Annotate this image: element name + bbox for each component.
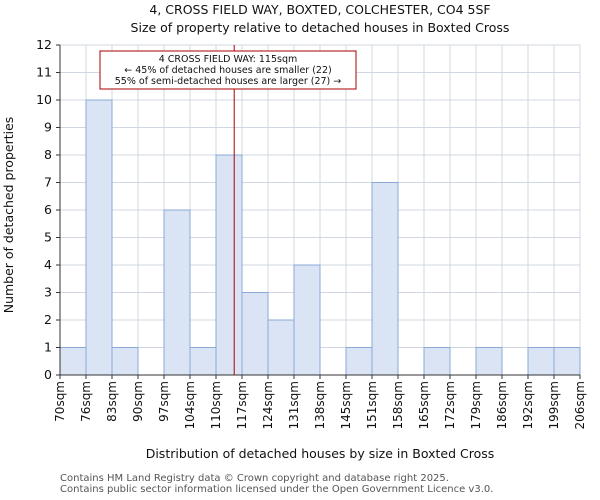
y-tick-label: 11 (36, 65, 52, 80)
bar (423, 347, 451, 376)
x-tick-label: 76sqm (79, 381, 93, 422)
y-tick-label: 12 (36, 37, 52, 52)
axes (56, 44, 580, 376)
bar (553, 347, 581, 376)
x-tick-label: 97sqm (157, 381, 171, 422)
x-tick-label: 179sqm (469, 381, 483, 429)
x-tick-label: 90sqm (131, 381, 145, 422)
x-tick-label: 131sqm (287, 381, 301, 429)
annotation-box (99, 50, 357, 90)
footer-line-1: Contains HM Land Registry data © Crown c… (60, 473, 449, 484)
bar (527, 347, 555, 376)
bar (371, 182, 399, 376)
y-tick-label: 5 (44, 230, 52, 245)
bar (345, 347, 373, 376)
x-tick-label: 186sqm (495, 381, 509, 429)
footer-line-2: Contains public sector information licen… (60, 484, 494, 495)
x-tick-label: 83sqm (105, 381, 119, 422)
x-tick-label: 165sqm (417, 381, 431, 429)
y-tick-label: 7 (44, 175, 52, 190)
y-tick-label: 0 (44, 367, 52, 382)
y-tick-label: 6 (44, 202, 52, 217)
annotation: 4 CROSS FIELD WAY: 115sqm ← 45% of detac… (99, 50, 357, 90)
x-tick-label: 117sqm (235, 381, 249, 429)
y-tick-label: 1 (44, 340, 52, 355)
x-tick-label: 145sqm (339, 381, 353, 429)
chart-subtitle: Size of property relative to detached ho… (131, 20, 510, 35)
x-tick-label: 199sqm (547, 381, 561, 429)
y-tick-label: 10 (36, 92, 52, 107)
bar (267, 319, 295, 376)
bar (215, 154, 243, 376)
bar (163, 209, 191, 376)
x-tick-label: 110sqm (209, 381, 223, 429)
y-tick-label: 4 (44, 257, 52, 272)
x-tick-label: 158sqm (391, 381, 405, 429)
annotation-line1: 4 CROSS FIELD WAY: 115sqm (159, 54, 298, 65)
bar (59, 347, 87, 376)
x-ticks: 70sqm 76sqm 83sqm 90sqm 97sqm 104sqm 110sqm 117… (53, 375, 587, 429)
x-tick-label: 151sqm (365, 381, 379, 429)
x-tick-label: 70sqm (53, 381, 67, 422)
x-tick-label: 138sqm (313, 381, 327, 429)
bar (189, 347, 217, 376)
y-tick-label: 8 (44, 147, 52, 162)
bar (241, 292, 269, 376)
bar (475, 347, 503, 376)
x-tick-label: 206sqm (573, 381, 587, 429)
x-tick-label: 172sqm (443, 381, 457, 429)
y-tick-label: 9 (44, 120, 52, 135)
bars (59, 99, 581, 376)
annotation-line3: 55% of semi-detached houses are larger (… (115, 76, 342, 87)
bar (293, 264, 321, 376)
x-tick-label: 192sqm (521, 381, 535, 429)
bar (111, 347, 139, 376)
chart-title: 4, CROSS FIELD WAY, BOXTED, COLCHESTER, … (149, 2, 490, 17)
x-tick-label: 124sqm (261, 381, 275, 429)
bar (85, 99, 113, 376)
y-tick-label: 2 (44, 312, 52, 327)
y-axis-label: Number of detached properties (1, 117, 16, 314)
y-tick-label: 3 (44, 285, 52, 300)
x-tick-label: 104sqm (183, 381, 197, 429)
x-axis-label: Distribution of detached houses by size … (146, 446, 495, 461)
annotation-line2: ← 45% of detached houses are smaller (22… (124, 65, 331, 76)
